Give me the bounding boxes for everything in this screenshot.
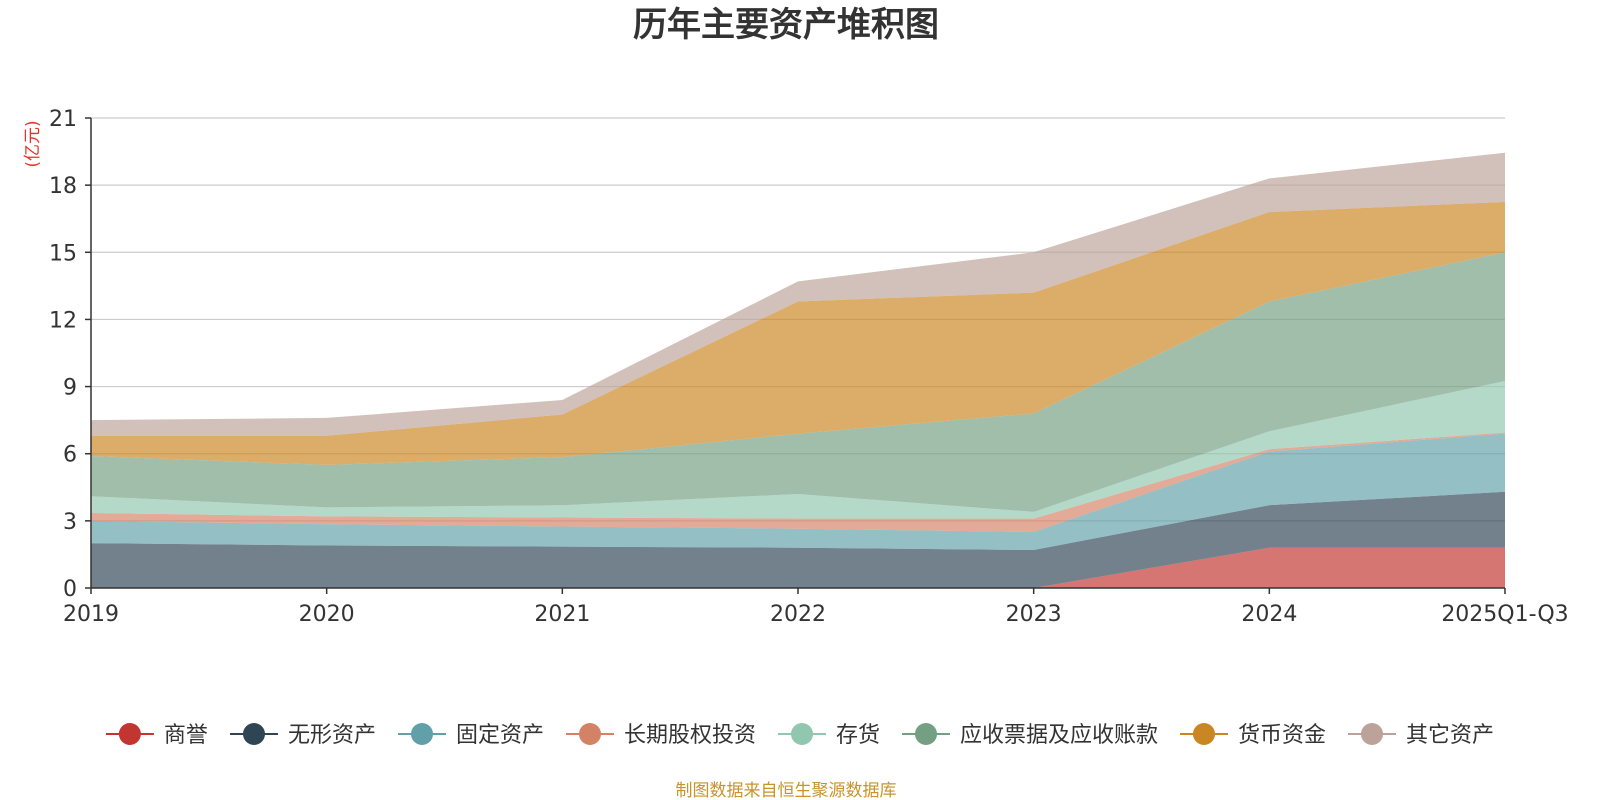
- legend-label: 存货: [836, 723, 880, 748]
- area-series-1[interactable]: [91, 491, 1505, 588]
- x-tick-label-6: 2025Q1-Q3: [1441, 602, 1568, 627]
- y-tick-label-3: 3: [63, 510, 77, 535]
- legend-circle-marker: [579, 723, 601, 745]
- axes: 0 3 6 9 12 15 18 21 2019 2020 2021 2022 2023 2024 2025…: [49, 107, 1569, 627]
- area-series-4[interactable]: [91, 381, 1505, 519]
- legend-item-5[interactable]: 应收票据及应收账款: [902, 723, 1158, 748]
- legend-circle-marker: [118, 723, 141, 745]
- x-tick-label-5: 2024: [1241, 602, 1297, 627]
- source-note: 制图数据来自恒生聚源数据库: [676, 781, 897, 800]
- legend-item-7[interactable]: 其它资产: [1348, 723, 1494, 748]
- y-tick-label-9: 9: [63, 376, 77, 401]
- y-tick-label-0: 0: [63, 577, 77, 602]
- area-series-3[interactable]: [91, 432, 1505, 533]
- stacked-areas: [91, 152, 1505, 588]
- legend-item-1[interactable]: 无形资产: [230, 723, 376, 748]
- y-axis-unit-label: (亿元): [23, 120, 43, 167]
- legend-label: 固定资产: [456, 723, 544, 748]
- legend-item-0[interactable]: 商誉: [105, 723, 208, 748]
- area-series-5[interactable]: [91, 252, 1505, 512]
- legend-label: 无形资产: [288, 723, 376, 748]
- y-tick-label-15: 15: [49, 241, 77, 266]
- chart-title: 历年主要资产堆积图: [633, 5, 939, 45]
- area-series-7[interactable]: [91, 152, 1505, 436]
- legend-label: 其它资产: [1406, 723, 1494, 748]
- legend-label: 商誉: [164, 723, 208, 748]
- legend-label: 长期股权投资: [624, 723, 756, 748]
- legend-circle-marker: [243, 723, 265, 745]
- y-tick-label-6: 6: [63, 443, 77, 468]
- legend-item-3[interactable]: 长期股权投资: [566, 723, 756, 748]
- x-tick-label-1: 2020: [299, 602, 355, 627]
- x-tick-label-2: 2021: [534, 602, 590, 627]
- legend-item-2[interactable]: 固定资产: [398, 723, 544, 748]
- legend-circle-marker: [915, 723, 937, 745]
- x-tick-label-3: 2022: [770, 602, 826, 627]
- area-series-0[interactable]: [91, 547, 1505, 588]
- legend[interactable]: 商誉 无形资产 固定资产 长期股权投资 存货 应收票据及应收账款 货币资金 其它资产: [105, 723, 1494, 748]
- x-tick-label-0: 2019: [63, 602, 119, 627]
- area-series-2[interactable]: [91, 433, 1505, 550]
- y-tick-label-18: 18: [49, 174, 77, 199]
- legend-circle-marker: [791, 723, 813, 745]
- area-series-6[interactable]: [91, 201, 1505, 465]
- legend-item-6[interactable]: 货币资金: [1180, 723, 1326, 748]
- y-tick-label-12: 12: [49, 308, 77, 333]
- legend-circle-marker: [411, 723, 433, 745]
- legend-item-4[interactable]: 存货: [778, 723, 880, 748]
- legend-label: 货币资金: [1238, 723, 1326, 748]
- x-tick-label-4: 2023: [1006, 602, 1062, 627]
- legend-circle-marker: [1193, 723, 1215, 745]
- legend-circle-marker: [1361, 723, 1383, 745]
- legend-label: 应收票据及应收账款: [960, 723, 1158, 748]
- y-tick-label-21: 21: [49, 107, 77, 132]
